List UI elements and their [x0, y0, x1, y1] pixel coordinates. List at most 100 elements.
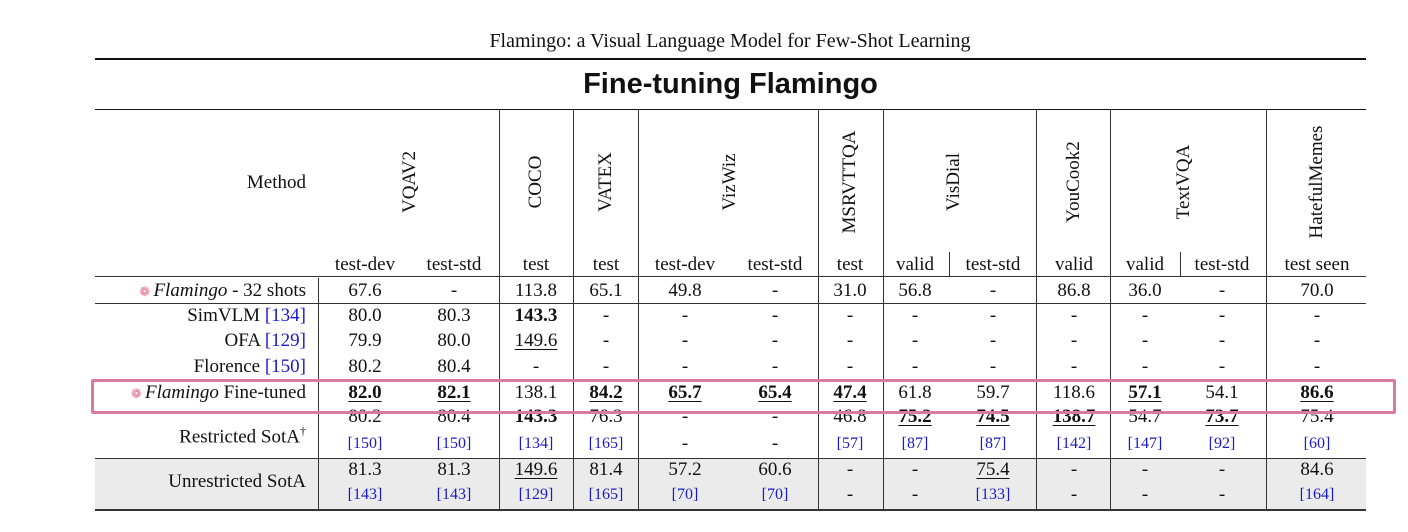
method-florence: Florence [150]	[100, 356, 306, 378]
table-cell: 61.8	[898, 382, 932, 403]
method-ofa: OFA [129]	[100, 330, 306, 352]
table-cell: 84.2	[589, 382, 623, 403]
table-cell: -	[911, 305, 919, 326]
citation-link[interactable]: [165]	[588, 435, 624, 452]
citation-link[interactable]: [133]	[975, 486, 1011, 503]
method-name-rest: - 32 shots	[227, 280, 306, 301]
citation-link[interactable]: [143]	[436, 486, 472, 503]
table-cell: -	[989, 305, 997, 326]
citation-link[interactable]: [150]	[347, 435, 383, 452]
table-cell: -	[602, 305, 610, 326]
method-restricted: Restricted SotA†	[100, 420, 306, 448]
citation-link[interactable]: [134]	[518, 435, 554, 452]
header-rule	[95, 109, 1366, 110]
table-cell: -	[1218, 484, 1226, 505]
table-cell: 80.0	[348, 305, 382, 326]
split-header: test-std	[965, 254, 1021, 275]
split-header: valid	[1126, 254, 1164, 275]
citation-link[interactable]: [87]	[901, 435, 929, 452]
table-cell: 80.3	[437, 305, 471, 326]
table-cell: 113.8	[514, 280, 558, 301]
table-cell: 47.4	[833, 382, 867, 403]
unrestricted-row-shade	[95, 458, 1366, 509]
citation-link[interactable]: [134]	[264, 305, 306, 326]
row-rule	[95, 276, 1366, 277]
table-cell: -	[1070, 330, 1078, 351]
citation-link[interactable]: [164]	[1299, 486, 1335, 503]
citation-link[interactable]: [129]	[518, 486, 554, 503]
column-divider	[883, 110, 884, 510]
benchmark-header: HatefulMemes	[1306, 125, 1327, 239]
table-cell: -	[1141, 484, 1149, 505]
column-divider	[1110, 110, 1111, 510]
table-cell: -	[1218, 356, 1226, 377]
table-cell: 60.6	[758, 459, 792, 480]
table-cell: -	[1218, 330, 1226, 351]
citation-link[interactable]: [165]	[588, 486, 624, 503]
table-title: Fine-tuning Flamingo	[583, 68, 878, 100]
table-cell: -	[681, 356, 689, 377]
table-cell: -	[1141, 356, 1149, 377]
table-cell: -	[846, 305, 854, 326]
row-rule	[95, 509, 1366, 511]
table-cell: -	[1313, 305, 1321, 326]
table-cell: -	[1141, 459, 1149, 480]
table-cell: -	[771, 330, 779, 351]
table-cell: -	[771, 305, 779, 326]
table-cell: 149.6	[514, 459, 558, 480]
citation-link[interactable]: [70]	[761, 486, 789, 503]
benchmark-header: YouCook2	[1063, 141, 1084, 223]
citation-link[interactable]: [92]	[1208, 435, 1236, 452]
citation-link[interactable]: [150]	[436, 435, 472, 452]
flamingo-icon: ❁	[130, 386, 146, 401]
table-cell: -	[911, 330, 919, 351]
citation-link[interactable]: [129]	[264, 330, 306, 351]
citation-link[interactable]: [60]	[1303, 435, 1331, 452]
table-cell: 84.6	[1300, 459, 1334, 480]
table-cell: 57.1	[1128, 382, 1162, 403]
table-cell: 65.4	[758, 382, 792, 403]
table-cell: 80.2	[348, 356, 382, 377]
citation-link[interactable]: [70]	[671, 486, 699, 503]
split-header: test seen	[1284, 254, 1350, 275]
split-header: test	[836, 254, 864, 275]
method-name: Florence	[193, 356, 265, 377]
split-header: test-std	[426, 254, 482, 275]
table-cell: -	[771, 433, 779, 454]
citation-link[interactable]: [142]	[1056, 435, 1092, 452]
citation-link[interactable]: [87]	[979, 435, 1007, 452]
table-cell: -	[911, 484, 919, 505]
table-cell: -	[681, 305, 689, 326]
benchmark-header: VizWiz	[719, 153, 740, 211]
split-header: valid	[896, 254, 934, 275]
citation-link[interactable]: [147]	[1127, 435, 1163, 452]
table-cell: 59.7	[976, 382, 1010, 403]
column-divider	[573, 110, 574, 510]
table-cell: 57.2	[668, 459, 702, 480]
method-header: Method	[246, 172, 306, 193]
table-cell: 80.4	[437, 356, 471, 377]
table-cell: 75.4	[976, 459, 1010, 480]
split-header: test-std	[1194, 254, 1250, 275]
citation-link[interactable]: [150]	[264, 356, 306, 377]
table-cell: -	[989, 356, 997, 377]
table-cell: -	[1070, 484, 1078, 505]
table-cell: -	[846, 330, 854, 351]
table-cell: -	[846, 356, 854, 377]
table-cell: 67.6	[348, 280, 382, 301]
method-name: OFA	[224, 330, 265, 351]
benchmark-header: MSRVTTQA	[839, 130, 860, 234]
table-cell: 49.8	[668, 280, 702, 301]
table-cell: -	[1070, 305, 1078, 326]
table-cell: 80.0	[437, 330, 471, 351]
subcolumn-divider	[949, 252, 950, 276]
citation-link[interactable]: [57]	[836, 435, 864, 452]
table-cell: 86.8	[1057, 280, 1091, 301]
benchmark-header: VQAV2	[398, 151, 420, 213]
benchmark-header: COCO	[525, 155, 546, 209]
top-rule	[95, 58, 1366, 60]
table-cell: 149.6	[514, 330, 558, 351]
flamingo-icon: ❁	[139, 284, 154, 299]
citation-link[interactable]: [143]	[347, 486, 383, 503]
benchmark-header: TextVQA	[1172, 144, 1194, 220]
